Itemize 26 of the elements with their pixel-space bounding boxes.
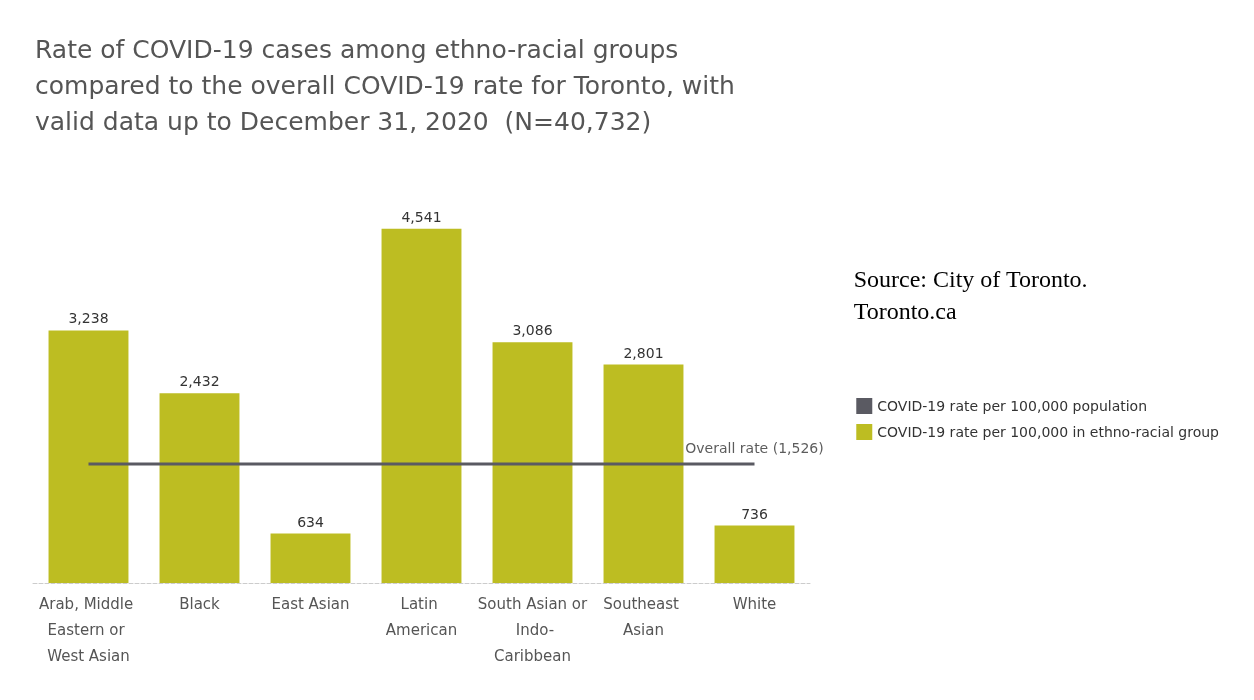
x-tick-label: White bbox=[732, 595, 777, 613]
x-tick-label: Arab, Middle Eastern or West Asian bbox=[39, 595, 138, 665]
bar bbox=[492, 342, 573, 583]
data-label: 634 bbox=[297, 513, 324, 530]
bar bbox=[714, 525, 795, 583]
bar bbox=[603, 364, 684, 583]
annotation: Overall rate (1,526) bbox=[685, 439, 824, 456]
x-tick-label: South Asian or Indo-Caribbean bbox=[477, 595, 589, 665]
bar bbox=[270, 533, 351, 583]
bar bbox=[48, 330, 129, 583]
data-label: 2,432 bbox=[179, 373, 220, 390]
legend-label: COVID-19 rate per 100,000 population bbox=[877, 398, 1148, 414]
data-label: 4,541 bbox=[401, 208, 442, 225]
bar bbox=[381, 228, 462, 583]
x-tick-label: East Asian bbox=[271, 595, 350, 613]
x-tick-label: Black bbox=[179, 595, 221, 613]
bar bbox=[159, 393, 240, 583]
source-note: Source: City of Toronto. Toronto.ca bbox=[853, 266, 1088, 324]
data-label: 2,801 bbox=[623, 344, 664, 361]
x-tick-label: Southeast Asian bbox=[603, 595, 684, 639]
chart-title: Rate of COVID-19 cases among ethno-racial groups compared to the overall COVID-19 rate for Toronto, with valid data up to December 31, 2020 (N=40,732) bbox=[35, 34, 735, 136]
legend-label: COVID-19 rate per 100,000 in ethno-racial group bbox=[877, 424, 1220, 440]
x-tick-label: Latin American bbox=[385, 595, 458, 639]
data-label: 3,238 bbox=[68, 310, 109, 327]
data-label: 736 bbox=[741, 505, 768, 522]
data-label: 3,086 bbox=[512, 322, 553, 339]
